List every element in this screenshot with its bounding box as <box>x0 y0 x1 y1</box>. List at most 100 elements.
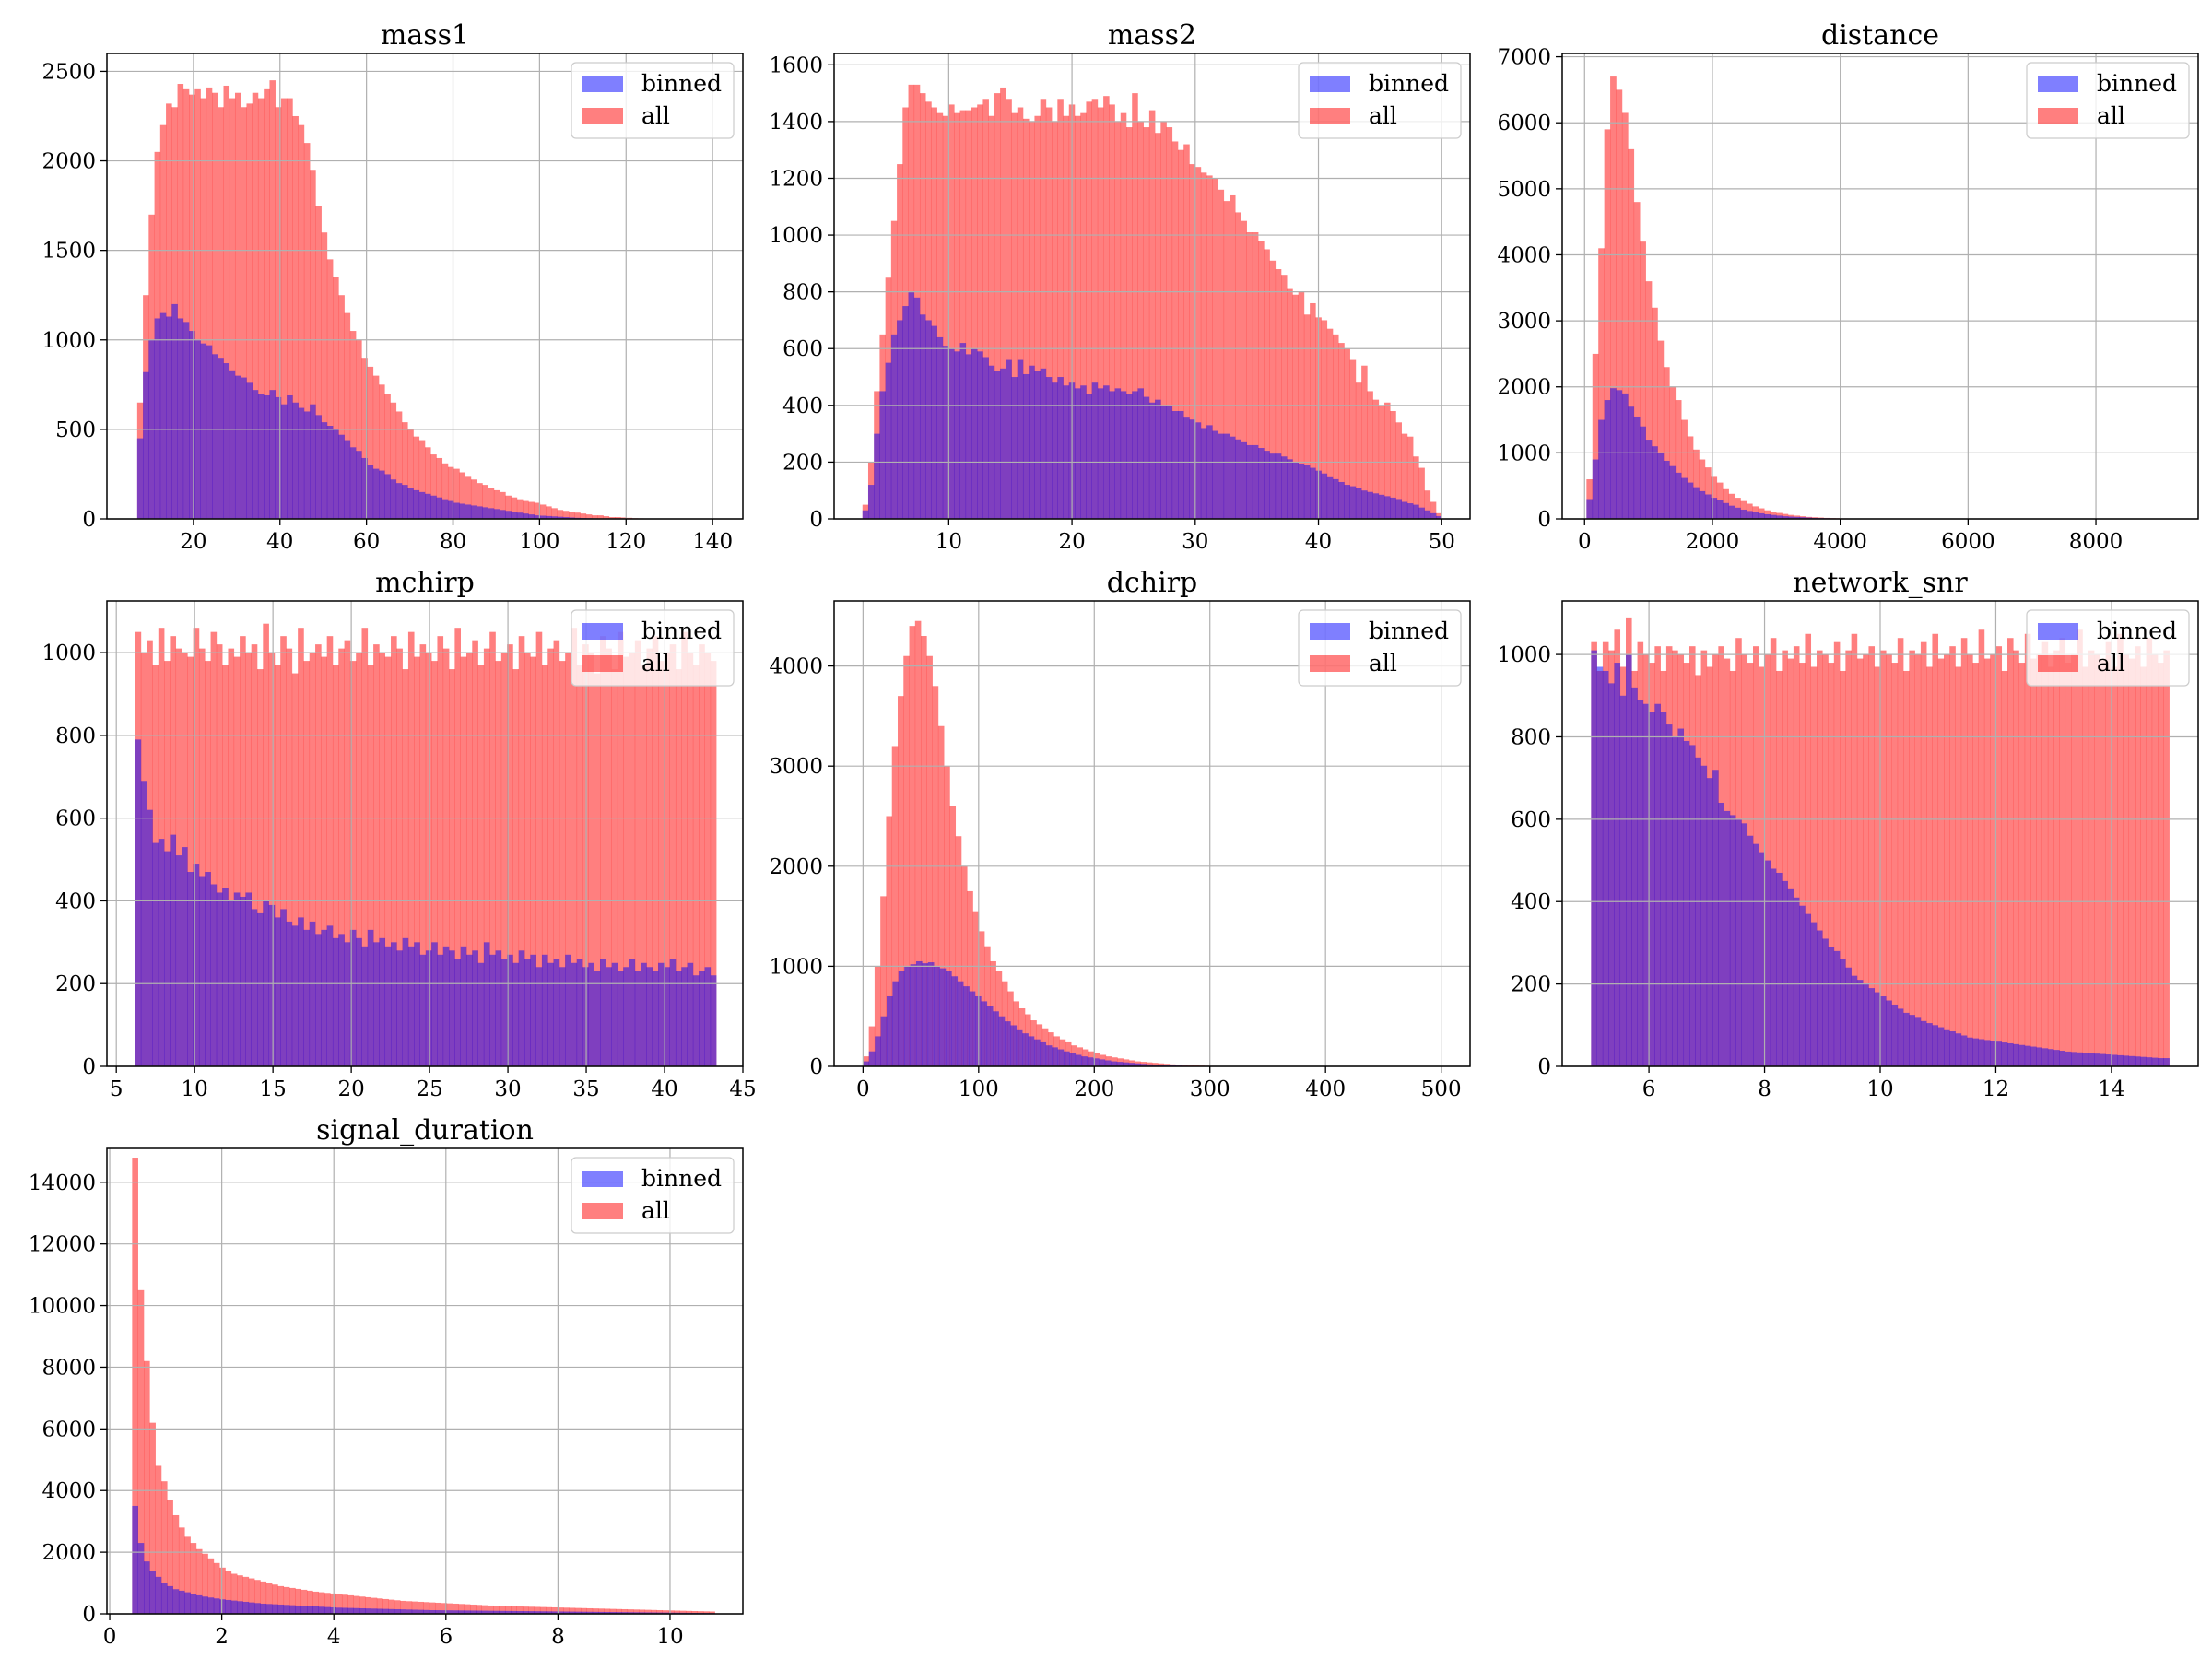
x-tick-label: 40 <box>266 530 293 554</box>
bar-all <box>1699 459 1706 519</box>
bar-binned <box>1633 416 1641 519</box>
bar-binned <box>530 954 536 1066</box>
bar-all <box>644 1609 652 1614</box>
bar-binned <box>216 892 223 1066</box>
bar-binned <box>977 351 983 519</box>
bar-all <box>1995 646 2003 1066</box>
bar-binned <box>1040 368 1047 519</box>
legend-label-binned: binned <box>641 618 722 644</box>
bar-all <box>2030 658 2037 1066</box>
bar-all <box>615 517 621 519</box>
bar-binned <box>2041 1048 2049 1066</box>
bar-binned <box>598 1611 605 1614</box>
bar-all <box>464 1604 471 1614</box>
bar-all <box>310 170 316 519</box>
bar-all <box>921 636 927 1066</box>
bar-binned <box>504 1610 512 1614</box>
bar-binned <box>2036 1047 2042 1066</box>
bar-all <box>361 358 368 519</box>
bar-binned <box>539 515 547 519</box>
bar-binned <box>1143 396 1150 519</box>
bar-all <box>1851 633 1858 1066</box>
bar-binned <box>229 370 236 519</box>
bar-all <box>868 1026 876 1066</box>
bar-all <box>1663 367 1670 519</box>
bar-all <box>321 232 328 520</box>
bar-binned <box>303 929 311 1066</box>
bar-binned <box>1017 359 1024 519</box>
bar-binned <box>1718 802 1724 1066</box>
bar-all <box>988 115 995 520</box>
bar-binned <box>332 937 339 1066</box>
bar-all <box>307 1590 313 1614</box>
bar-all <box>347 1594 354 1614</box>
x-tick-label: 35 <box>572 1077 599 1101</box>
bar-binned <box>1621 393 1629 519</box>
bar-binned <box>562 517 570 519</box>
bar-all <box>2018 663 2026 1066</box>
bar-all <box>710 661 717 1066</box>
y-tick-label: 400 <box>55 889 96 913</box>
bar-binned <box>875 1036 881 1066</box>
bar-binned <box>1034 371 1041 519</box>
bar-all <box>1040 99 1047 520</box>
bar-binned <box>971 348 978 519</box>
bar-binned <box>1949 1031 1956 1066</box>
bar-binned <box>242 1601 250 1614</box>
subplot-title: mass2 <box>1108 19 1196 52</box>
bar-all <box>1598 248 1605 519</box>
bar-all <box>658 661 665 1066</box>
bar-all <box>1978 629 1985 1066</box>
bar-binned <box>534 515 541 519</box>
bar-binned <box>477 962 485 1066</box>
bar-binned <box>1436 515 1442 519</box>
bar-all <box>530 656 536 1066</box>
x-tick-label: 60 <box>353 530 380 554</box>
bar-binned <box>1645 440 1653 519</box>
bar-binned <box>1677 728 1685 1066</box>
bar-binned <box>588 962 594 1066</box>
bar-binned <box>1700 765 1708 1066</box>
bar-binned <box>449 950 455 1066</box>
bar-all <box>324 1593 331 1614</box>
bar-binned <box>988 365 995 519</box>
bar-binned <box>453 502 460 519</box>
bar-all <box>1805 633 1812 1066</box>
y-tick-label: 3000 <box>769 755 823 779</box>
bar-binned <box>361 457 368 519</box>
bar-binned <box>1990 1041 1996 1066</box>
y-tick-label: 10000 <box>29 1295 96 1319</box>
x-tick-label: 0 <box>856 1077 870 1101</box>
bar-all <box>1132 93 1138 520</box>
y-tick-label: 500 <box>55 418 96 442</box>
bar-binned <box>1063 385 1070 519</box>
tick-labels: 10 20 30 40 50 0 200 400 600 800 1000 1200 1400 1600 <box>769 53 1454 554</box>
bar-binned <box>371 1608 378 1614</box>
bar-binned <box>1303 465 1311 519</box>
bar-all <box>1137 121 1144 519</box>
bar-binned <box>1333 478 1339 519</box>
y-tick-label: 4000 <box>41 1479 96 1503</box>
bar-binned <box>384 474 391 519</box>
bar-binned <box>2088 1053 2095 1066</box>
bar-binned <box>1137 388 1144 519</box>
bar-binned <box>407 488 414 519</box>
x-tick-label: 25 <box>416 1077 442 1101</box>
bar-all <box>251 644 258 1066</box>
bar-binned <box>488 1610 494 1614</box>
bar-all <box>937 725 945 1066</box>
bar-all <box>504 1606 512 1614</box>
bar-binned <box>1223 433 1230 519</box>
bar-binned <box>1909 1015 1915 1066</box>
bar-all <box>418 1601 424 1614</box>
bar-binned <box>307 1606 313 1614</box>
bar-binned <box>280 404 288 519</box>
bar-all <box>1799 663 1806 1066</box>
bar-all <box>442 648 450 1066</box>
bar-binned <box>982 357 989 519</box>
bar-binned <box>2071 1052 2077 1066</box>
bar-binned <box>2065 1051 2072 1066</box>
bar-binned <box>1794 516 1801 519</box>
bar-binned <box>664 967 670 1066</box>
bar-all <box>321 656 327 1066</box>
